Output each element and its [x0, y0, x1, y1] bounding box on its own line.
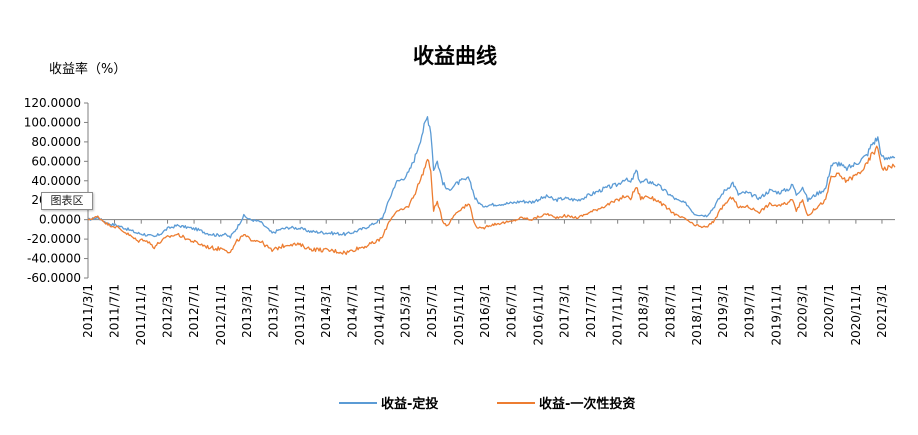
x-tick-label: 2018/7/1 — [663, 284, 677, 338]
chart-area-tooltip: 图表区 — [41, 192, 93, 210]
x-tick-label: 2016/3/1 — [478, 284, 492, 338]
y-tick-label: -60.0000 — [27, 271, 81, 285]
legend-label-1: 收益-定投 — [381, 396, 438, 412]
y-tick-label: 0.0000 — [39, 213, 81, 227]
x-tick-label: 2019/3/1 — [716, 284, 730, 338]
x-tick-label: 2013/3/1 — [240, 284, 254, 338]
x-tick-label: 2011/11/1 — [134, 284, 148, 346]
y-tick-label: -20.0000 — [27, 232, 81, 246]
y-tick-label: -40.0000 — [27, 252, 81, 266]
x-tick-label: 2016/11/1 — [531, 284, 545, 346]
x-tick-label: 2015/3/1 — [399, 284, 413, 338]
y-tick-label: 80.0000 — [31, 135, 81, 149]
legend: 收益-定投 收益-一次性投资 — [339, 396, 635, 412]
x-tick-label: 2012/3/1 — [161, 284, 175, 338]
x-tick-label: 2013/11/1 — [293, 284, 307, 346]
y-tick-label: 120.0000 — [24, 96, 81, 110]
x-tick-label: 2018/3/1 — [637, 284, 651, 338]
y-axis-title: 收益率（%） — [49, 61, 126, 77]
x-tick-label: 2014/11/1 — [372, 284, 386, 346]
x-tick-label: 2019/7/1 — [743, 284, 757, 338]
series-line-2 — [87, 145, 896, 256]
x-tick-label: 2011/7/1 — [108, 284, 122, 338]
series-line-1 — [87, 116, 896, 239]
x-tick-label: 2021/3/1 — [875, 284, 889, 338]
legend-label-2: 收益-一次性投资 — [539, 396, 635, 412]
x-tick-label: 2017/3/1 — [557, 284, 571, 338]
x-tick-label: 2015/7/1 — [425, 284, 439, 338]
x-tick-label: 2019/11/1 — [769, 284, 783, 346]
x-tick-label: 2020/11/1 — [849, 284, 863, 346]
y-tick-label: 100.0000 — [24, 115, 81, 129]
x-tick-label: 2015/11/1 — [452, 284, 466, 346]
x-tick-label: 2013/7/1 — [266, 284, 280, 338]
y-tick-label: 60.0000 — [31, 154, 81, 168]
x-tick-label: 2020/3/1 — [796, 284, 810, 338]
chart-title: 收益曲线 — [413, 44, 497, 68]
x-tick-label: 2012/7/1 — [187, 284, 201, 338]
x-tick-label: 2017/11/1 — [611, 284, 625, 346]
x-tick-label: 2018/11/1 — [690, 284, 704, 346]
y-tick-label: 40.0000 — [31, 174, 81, 188]
x-tick-label: 2017/7/1 — [584, 284, 598, 338]
x-tick-label: 2011/3/1 — [81, 284, 95, 338]
x-tick-label: 2012/11/1 — [214, 284, 228, 346]
x-tick-label: 2020/7/1 — [822, 284, 836, 338]
x-tick-label: 2014/3/1 — [319, 284, 333, 338]
x-tick-label: 2016/7/1 — [505, 284, 519, 338]
x-tick-label: 2014/7/1 — [346, 284, 360, 338]
